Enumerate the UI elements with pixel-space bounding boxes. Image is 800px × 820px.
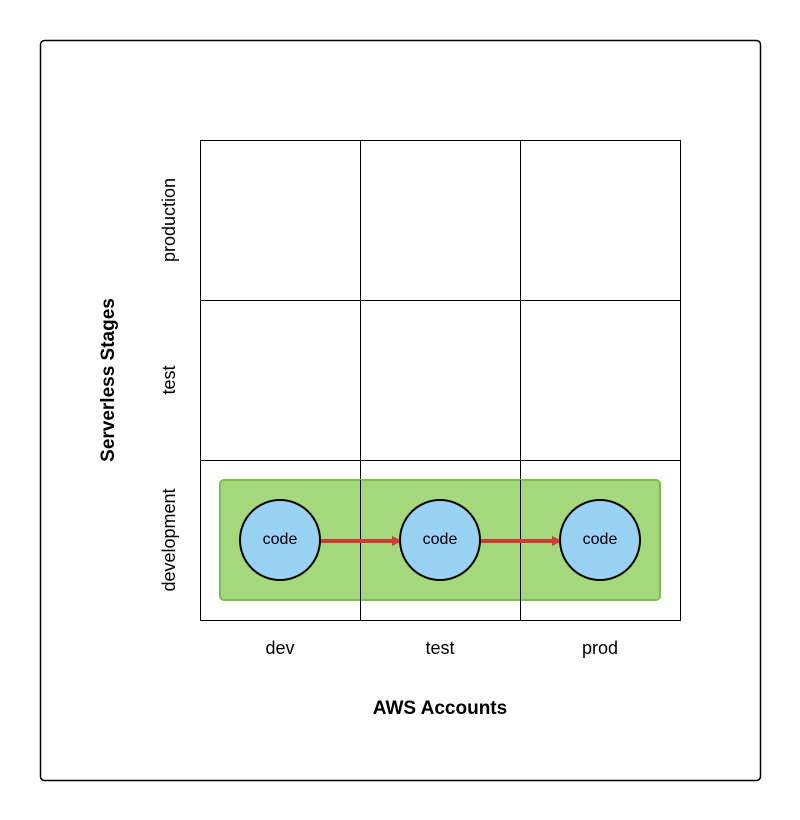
column-label-test: test (425, 638, 454, 658)
nodes: code code code (239, 499, 641, 581)
row-label-test: test (159, 365, 179, 394)
row-label-production: production (159, 178, 179, 262)
node-circle (239, 499, 321, 581)
node-label: code (423, 531, 458, 548)
code-node-dev: code (239, 499, 321, 581)
column-label-dev: dev (265, 638, 294, 658)
row-label-development: development (159, 488, 179, 591)
node-circle (559, 499, 641, 581)
grid-border (200, 140, 681, 621)
y-axis-title: Serverless Stages (98, 298, 119, 462)
code-node-test: code (399, 499, 481, 581)
x-axis-title: AWS Accounts (373, 698, 507, 719)
node-label: code (583, 531, 618, 548)
code-node-prod: code (559, 499, 641, 581)
node-label: code (263, 531, 298, 548)
column-label-prod: prod (582, 638, 618, 658)
node-circle (399, 499, 481, 581)
outer-frame (39, 39, 762, 782)
